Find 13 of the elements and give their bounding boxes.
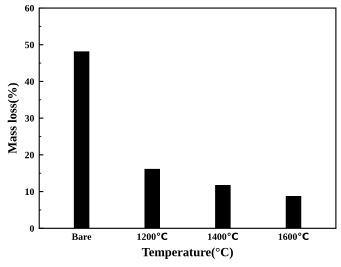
y-tick-label: 30 xyxy=(25,115,34,122)
y-tick-label: 20 xyxy=(25,152,34,158)
y-axis-title: Mass loss(%) xyxy=(8,83,20,154)
y-tick-label: 60 xyxy=(24,4,34,12)
y-tick-label: 50 xyxy=(25,42,34,48)
y-tick-label: 10 xyxy=(25,188,34,196)
y-tick-label: 0 xyxy=(30,225,34,232)
x-tick-label: 1200℃ xyxy=(137,232,168,240)
x-axis-title: Temperature(°C) xyxy=(142,248,233,259)
x-tick-label: 1400℃ xyxy=(208,232,238,240)
y-tick-label: 40 xyxy=(24,78,34,85)
x-tick-label: Bare xyxy=(72,234,92,240)
x-tick-label: 1600℃ xyxy=(278,232,308,240)
